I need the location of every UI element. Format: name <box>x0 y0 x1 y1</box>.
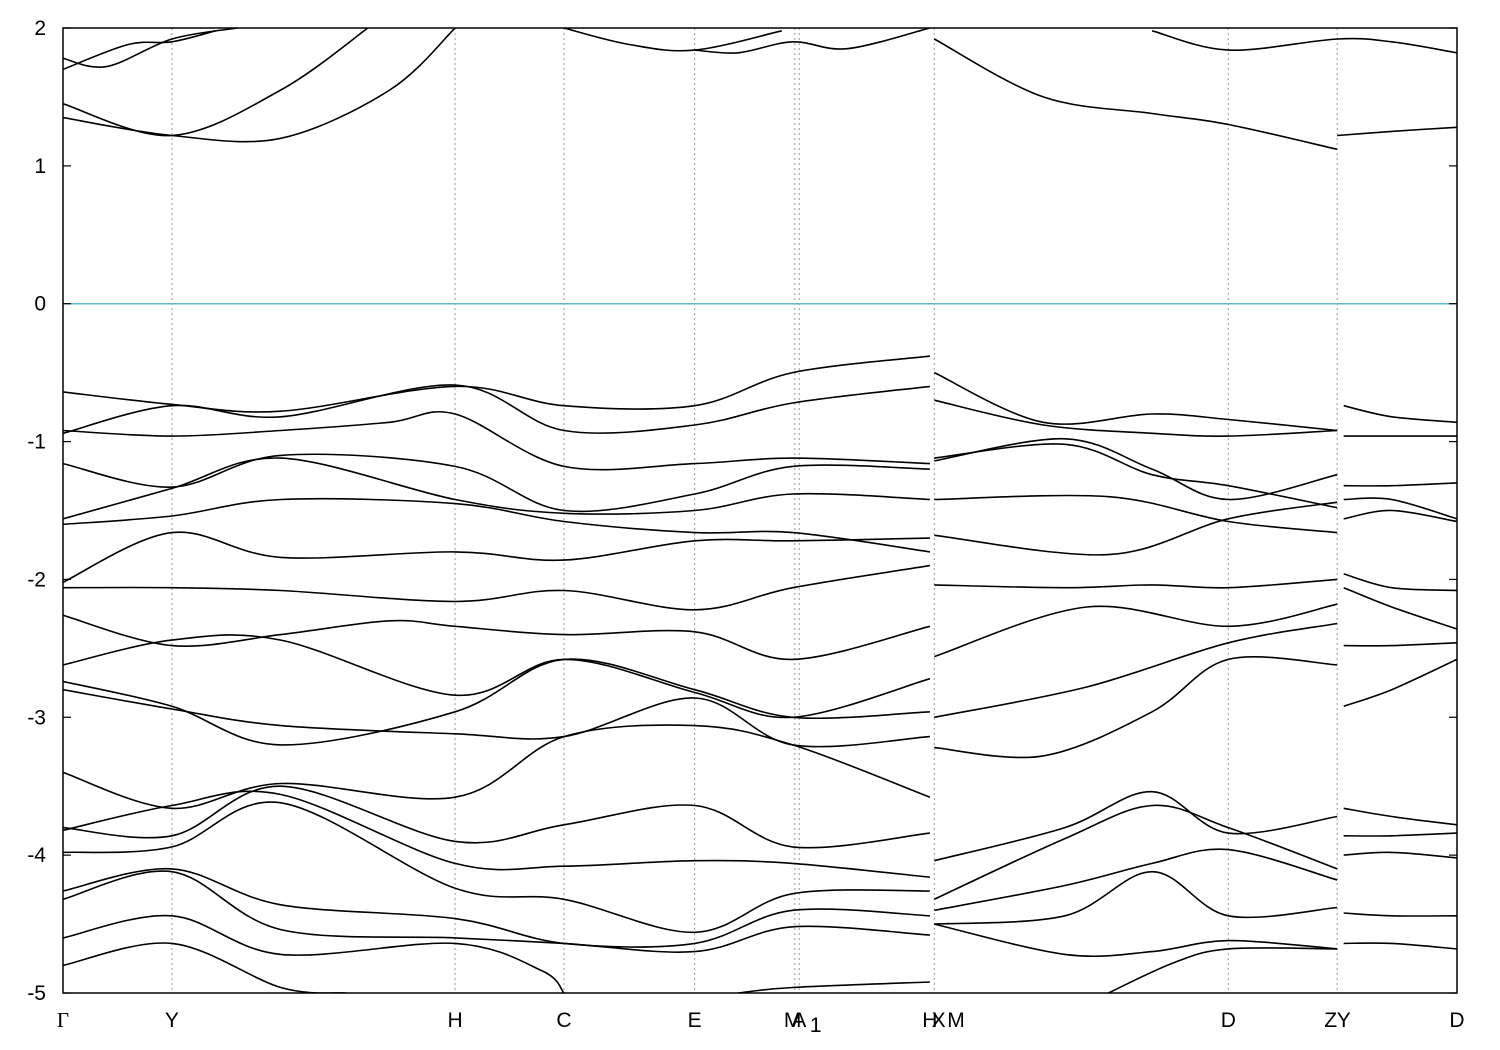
band-line-8 <box>1151 30 1457 54</box>
band-line-41 <box>933 804 1338 901</box>
x-tick-label-12: Z <box>1324 1009 1337 1032</box>
band-line-2 <box>63 28 238 69</box>
band-line-26 <box>63 870 930 953</box>
band-line-15 <box>63 531 930 583</box>
band-line-4 <box>694 28 931 54</box>
band-line-37 <box>934 603 1338 658</box>
x-tick-label-5: M <box>784 1009 802 1032</box>
band-line-59 <box>1343 942 1457 950</box>
band-line-21 <box>63 724 931 810</box>
x-tick-label-11: D <box>1221 1009 1236 1032</box>
band-line-44 <box>934 923 1338 958</box>
band-line-40 <box>934 790 1338 862</box>
x-tick-label-1: Y <box>165 1009 179 1032</box>
band-line-24 <box>63 801 930 934</box>
band-line-18 <box>63 634 931 719</box>
band-line-55 <box>1343 807 1457 826</box>
band-lines <box>63 28 1457 993</box>
band-line-34 <box>934 494 1338 534</box>
x-tick-label-4: E <box>688 1009 702 1032</box>
band-line-12 <box>63 453 930 513</box>
x-tick-label-3: C <box>556 1009 571 1032</box>
band-line-5 <box>563 28 782 52</box>
band-line-23 <box>63 790 930 878</box>
y-tick-label-6: 1 <box>34 155 46 178</box>
band-line-54 <box>1343 658 1457 708</box>
band-line-50 <box>1343 509 1457 523</box>
plot-frame <box>62 27 1458 994</box>
band-line-46 <box>1343 404 1457 424</box>
x-tick-label-10: M <box>947 1009 965 1032</box>
band-line-13 <box>63 457 930 520</box>
x-tick-label-7: 1 <box>810 1014 822 1037</box>
band-line-51 <box>1343 573 1457 592</box>
band-line-27 <box>63 914 565 993</box>
band-line-32 <box>934 437 1338 501</box>
band-line-0 <box>63 28 456 143</box>
band-line-29 <box>738 981 930 993</box>
band-line-19 <box>63 658 930 746</box>
y-tick-label-0: -5 <box>27 982 46 1005</box>
band-line-49 <box>1343 497 1457 520</box>
band-line-16 <box>63 564 931 611</box>
x-tick-label-0: Γ <box>57 1008 69 1032</box>
y-tick-label-5: 0 <box>34 293 46 316</box>
y-tick-label-7: 2 <box>34 17 46 40</box>
y-tick-label-1: -4 <box>27 844 46 867</box>
band-line-11 <box>63 410 930 471</box>
band-line-42 <box>934 848 1338 912</box>
band-line-45 <box>1108 947 1338 993</box>
x-axis: Γ Y H C E MA 1 HX M D Z Y D <box>57 1008 1465 1037</box>
band-line-53 <box>1343 642 1457 647</box>
band-line-3 <box>63 30 216 71</box>
band-line-35 <box>934 501 1338 556</box>
x-tick-label-8: H <box>922 1009 937 1032</box>
band-line-48 <box>1343 482 1457 487</box>
band-line-10 <box>63 384 930 435</box>
x-tick-label-13: Y <box>1337 1009 1351 1032</box>
band-line-22 <box>63 785 930 849</box>
y-tick-label-3: -2 <box>27 568 46 591</box>
band-line-52 <box>1343 586 1457 630</box>
x-tick-label-2: H <box>447 1009 462 1032</box>
band-line-25 <box>63 868 930 948</box>
band-line-31 <box>934 399 1338 437</box>
band-line-39 <box>934 656 1338 759</box>
band-line-33 <box>934 443 1338 509</box>
band-line-43 <box>934 870 1338 925</box>
band-line-9 <box>63 355 930 413</box>
band-line-14 <box>63 497 931 553</box>
x-tick-label-6: A <box>792 1009 806 1032</box>
band-line-6 <box>933 38 1338 151</box>
gridlines <box>171 28 1338 993</box>
y-tick-label-4: -1 <box>27 431 46 454</box>
band-line-28 <box>63 942 347 993</box>
band-line-1 <box>63 28 369 137</box>
y-axis: -5 -4 -3 -2 -1 0 1 2 <box>27 17 1457 1005</box>
band-line-57 <box>1343 851 1457 859</box>
y-tick-label-2: -3 <box>27 706 46 729</box>
band-line-58 <box>1343 912 1457 917</box>
band-line-36 <box>934 578 1338 589</box>
x-tick-label-9: X <box>932 1009 946 1032</box>
band-line-30 <box>933 371 1338 432</box>
x-tick-label-14: D <box>1449 1009 1464 1032</box>
band-line-7 <box>1337 126 1457 137</box>
band-line-56 <box>1343 832 1457 837</box>
band-line-38 <box>934 622 1338 719</box>
band-line-17 <box>63 614 931 661</box>
